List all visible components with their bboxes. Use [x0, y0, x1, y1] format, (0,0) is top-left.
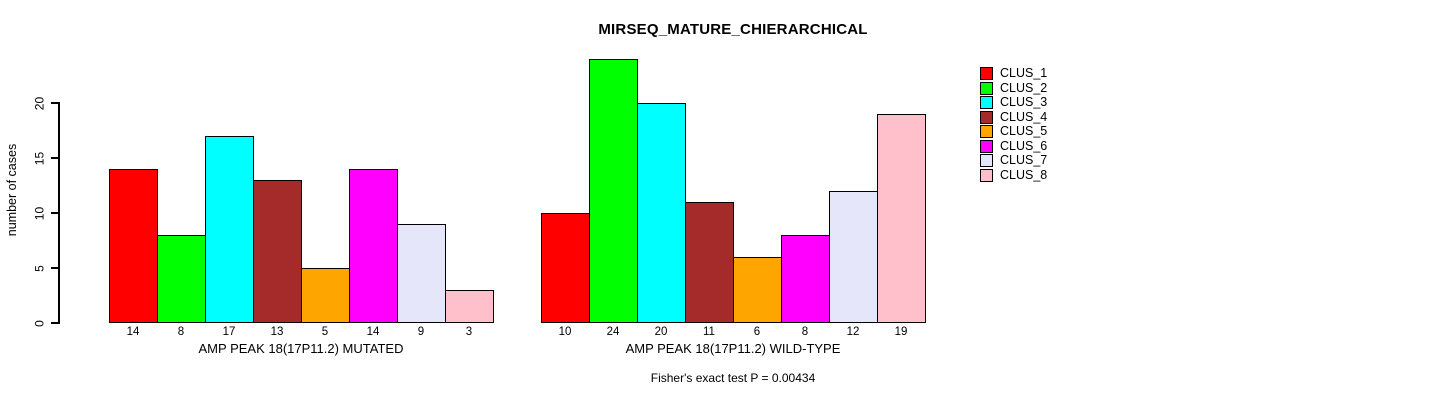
bar-value-label: 17 — [222, 326, 236, 338]
y-tick-label: 0 — [32, 319, 47, 327]
legend-swatch-clus_5 — [980, 125, 993, 138]
chart-title: MIRSEQ_MATURE_CHIERARCHICAL — [598, 21, 868, 38]
bar-clus_4 — [253, 180, 302, 323]
bar-clus_5 — [301, 268, 350, 323]
bar-clus_1 — [109, 169, 158, 323]
bar-clus_2 — [589, 59, 638, 323]
bar-clus_1 — [541, 213, 590, 323]
legend-swatch-clus_4 — [980, 110, 993, 124]
bar-value-label: 8 — [177, 326, 185, 338]
bar-clus_4 — [685, 202, 734, 323]
legend-swatch-clus_7 — [980, 154, 993, 167]
x-axis-label-mutated: AMP PEAK 18(17P11.2) MUTATED — [198, 341, 404, 356]
legend-label: CLUS_6 — [1000, 138, 1048, 153]
bar-clus_7 — [397, 224, 446, 323]
bar-clus_8 — [877, 114, 926, 323]
y-tick — [51, 157, 59, 159]
legend-label: CLUS_8 — [1000, 167, 1048, 182]
legend-swatch-clus_2 — [980, 81, 993, 95]
bar-clus_6 — [781, 235, 830, 323]
bar-clus_6 — [349, 169, 398, 323]
bar-clus_3 — [205, 136, 254, 323]
y-tick — [51, 212, 59, 214]
legend-label: CLUS_1 — [1000, 66, 1048, 80]
bar-value-label: 9 — [417, 326, 425, 338]
y-axis-label: number of cases — [5, 143, 19, 237]
legend-swatch-clus_6 — [980, 139, 993, 153]
y-tick-label: 15 — [32, 151, 47, 165]
bar-value-label: 14 — [126, 326, 140, 338]
bar-value-label: 11 — [703, 326, 715, 338]
bar-value-label: 14 — [366, 326, 380, 338]
bar-value-label: 20 — [654, 326, 668, 338]
x-axis-label-wildtype: AMP PEAK 18(17P11.2) WILD-TYPE — [625, 341, 841, 356]
bar-value-label: 12 — [846, 326, 860, 338]
bar-value-label: 3 — [465, 326, 473, 338]
y-tick-label: 10 — [32, 206, 47, 220]
bar-value-label: 19 — [894, 326, 908, 338]
bar-value-label: 24 — [606, 326, 620, 338]
bar-clus_3 — [637, 103, 686, 323]
bar-value-label: 5 — [321, 326, 329, 338]
bar-clus_5 — [733, 257, 782, 323]
y-tick — [51, 322, 59, 324]
bar-clus_2 — [157, 235, 206, 323]
y-tick — [51, 102, 59, 104]
bar-value-label: 13 — [270, 326, 284, 338]
legend-label: CLUS_4 — [1000, 109, 1048, 124]
bar-clus_8 — [445, 290, 494, 323]
legend-swatch-clus_8 — [980, 168, 993, 182]
bar-clus_7 — [829, 191, 878, 323]
y-tick-label: 5 — [32, 264, 47, 272]
legend-label: CLUS_3 — [1000, 95, 1048, 109]
fisher-test-annotation: Fisher's exact test P = 0.00434 — [650, 371, 816, 385]
y-tick — [51, 267, 59, 269]
legend-swatch-clus_3 — [980, 96, 993, 109]
legend-label: CLUS_7 — [1000, 153, 1048, 167]
y-tick-label: 20 — [32, 96, 47, 110]
bar-value-label: 6 — [753, 326, 761, 338]
legend-label: CLUS_2 — [1000, 80, 1048, 95]
bar-value-label: 10 — [558, 326, 572, 338]
legend-swatch-clus_1 — [980, 67, 993, 80]
legend-label: CLUS_5 — [1000, 124, 1048, 138]
bar-value-label: 8 — [801, 326, 809, 338]
